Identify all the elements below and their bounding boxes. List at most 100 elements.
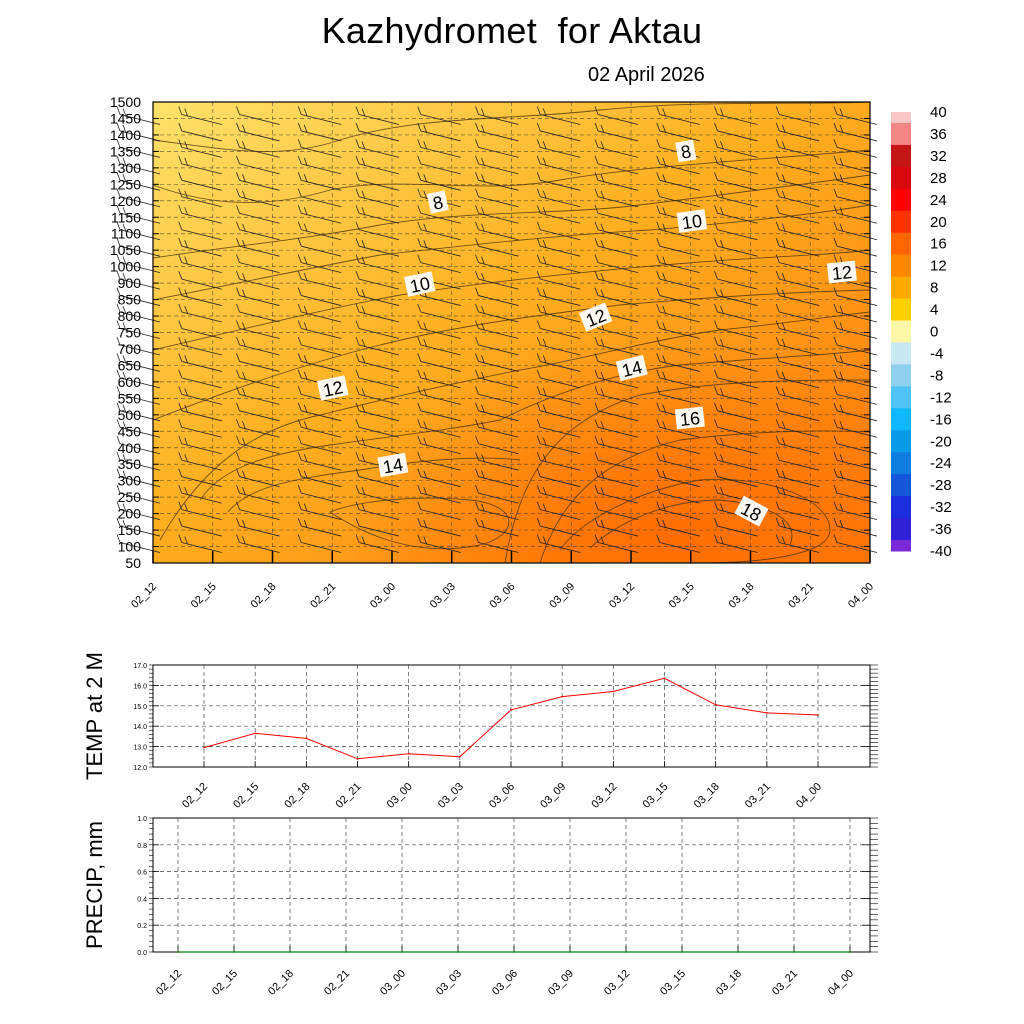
isotherm-line xyxy=(329,497,510,550)
contour-label-text: 10 xyxy=(408,273,432,297)
wind-barb xyxy=(236,468,280,488)
wind-barb xyxy=(236,139,280,158)
wind-barb xyxy=(594,205,639,224)
wind-barb xyxy=(475,353,519,372)
pressure-tick-label: 750 xyxy=(118,325,142,341)
data-point xyxy=(765,712,768,714)
wind-barb xyxy=(536,435,581,455)
isotherm-line xyxy=(152,249,871,351)
wind-barb xyxy=(536,336,581,356)
wind-barb xyxy=(417,122,461,142)
colorbar-label: -20 xyxy=(930,433,952,450)
wind-barb xyxy=(475,386,519,405)
y-tick-label: 12.0 xyxy=(133,765,147,772)
wind-barb xyxy=(714,238,758,257)
wind-barb xyxy=(594,238,639,257)
x-tick-label: 02_18 xyxy=(282,781,312,811)
wind-barb xyxy=(775,501,820,520)
wind-barb xyxy=(656,534,700,553)
wind-barb xyxy=(178,468,222,488)
wind-barb xyxy=(656,287,700,306)
wind-barb xyxy=(417,534,461,553)
wind-barb xyxy=(656,254,700,274)
colorbar-label: 4 xyxy=(930,302,938,319)
wind-barb xyxy=(475,303,519,323)
wind-barb xyxy=(775,254,820,274)
colorbar-swatch xyxy=(891,320,911,332)
wind-barb xyxy=(417,419,461,438)
colorbar-label: 8 xyxy=(930,280,938,297)
wind-barb xyxy=(355,303,400,323)
wind-barb xyxy=(475,485,519,504)
wind-barb xyxy=(536,139,581,158)
colorbar-label: -12 xyxy=(930,389,952,406)
time-tick-label: 03_21 xyxy=(786,581,816,611)
wind-barb xyxy=(178,270,222,290)
wind-barb xyxy=(236,501,280,520)
colorbar-swatch xyxy=(891,408,911,420)
wind-barb xyxy=(236,419,280,438)
wind-barb xyxy=(297,106,342,125)
wind-barb xyxy=(775,485,820,504)
wind-barb xyxy=(775,534,820,553)
wind-barb xyxy=(714,221,758,241)
pressure-tick-label: 450 xyxy=(118,423,142,439)
wind-barb xyxy=(178,155,222,175)
wind-barb xyxy=(656,452,700,471)
wind-barb xyxy=(714,435,758,455)
wind-barb xyxy=(236,188,280,208)
wind-barb xyxy=(417,106,461,125)
wind-barb xyxy=(536,106,581,125)
x-tick-label: 03_21 xyxy=(743,781,773,811)
wind-barb xyxy=(417,501,461,520)
chart-date: 02 April 2026 xyxy=(588,64,705,86)
isotherm-line xyxy=(589,499,793,549)
panel-frame xyxy=(152,664,871,768)
wind-barb xyxy=(536,534,581,553)
wind-barb xyxy=(355,534,400,553)
wind-barb xyxy=(656,485,700,504)
time-tick-label: 04_00 xyxy=(846,581,876,611)
wind-barb xyxy=(417,386,461,405)
colorbar-swatch xyxy=(891,309,911,322)
pressure-tick-label: 700 xyxy=(118,341,142,357)
wind-barb xyxy=(656,386,700,405)
x-tick-label: 03_03 xyxy=(436,781,466,811)
pressure-tick-label: 1300 xyxy=(110,160,141,176)
wind-barb xyxy=(656,221,700,241)
colorbar-label: -16 xyxy=(930,411,952,428)
pressure-axis: 1500145014001350130012501200115011001050… xyxy=(110,94,870,571)
wind-barb xyxy=(297,139,342,158)
data-point xyxy=(457,951,459,953)
wind-barb xyxy=(536,419,581,438)
wind-barb xyxy=(417,155,461,175)
wind-barb xyxy=(355,221,400,241)
wind-barb xyxy=(178,369,222,389)
wind-barb xyxy=(297,353,342,372)
colorbar-swatch xyxy=(891,430,911,442)
wind-barb xyxy=(355,122,400,142)
wind-barb xyxy=(656,468,700,488)
wind-barb xyxy=(417,320,461,339)
wind-barb xyxy=(594,517,639,537)
x-tick-label: 02_15 xyxy=(231,781,261,811)
wind-barb xyxy=(656,122,700,142)
contour-label: 10 xyxy=(676,209,708,233)
wind-barb xyxy=(297,221,342,241)
wind-barb xyxy=(417,139,461,158)
pressure-tick-label: 1400 xyxy=(110,127,141,143)
wind-barb xyxy=(355,139,400,158)
pressure-tick-label: 500 xyxy=(118,407,142,423)
wind-barb xyxy=(775,270,820,290)
wind-barb xyxy=(355,287,400,306)
y-tick-label: 16.0 xyxy=(133,683,147,690)
contour-label: 14 xyxy=(377,452,409,478)
wind-barb xyxy=(536,270,581,290)
wind-barb xyxy=(475,221,519,241)
colorbar-swatch xyxy=(891,243,911,256)
x-tick-label: 03_18 xyxy=(714,968,744,998)
pressure-tick-label: 150 xyxy=(118,522,142,538)
y-tick-label: 15.0 xyxy=(133,704,147,711)
wind-barb xyxy=(775,172,820,191)
colorbar-label: 28 xyxy=(930,170,947,187)
